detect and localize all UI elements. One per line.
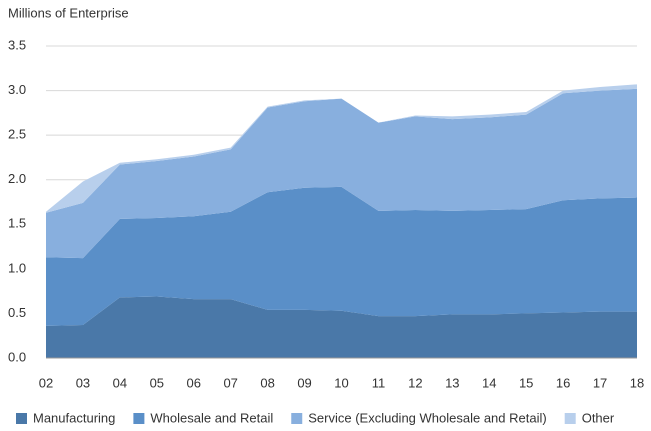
chart-title: Millions of Enterprise <box>8 5 129 20</box>
x-tick-label: 06 <box>187 375 201 390</box>
x-tick-label: 11 <box>372 375 386 390</box>
y-tick-label: 2.0 <box>8 171 26 186</box>
x-tick-label: 12 <box>408 375 422 390</box>
x-tick-label: 14 <box>482 375 496 390</box>
x-tick-label: 17 <box>593 375 607 390</box>
x-tick-label: 13 <box>445 375 459 390</box>
y-tick-label: 0.0 <box>8 349 26 364</box>
x-tick-label: 15 <box>519 375 533 390</box>
y-tick-label: 0.5 <box>8 305 26 320</box>
y-tick-label: 2.5 <box>8 127 26 142</box>
y-tick-label: 1.5 <box>8 216 26 231</box>
x-tick-label: 03 <box>76 375 90 390</box>
legend-label: Service (Excluding Wholesale and Retail) <box>308 410 546 425</box>
legend-swatch <box>291 413 303 424</box>
area <box>46 88 637 259</box>
legend-swatch <box>564 413 576 424</box>
x-tick-label: 02 <box>39 375 53 390</box>
legend-label: Manufacturing <box>33 410 115 425</box>
legend-label: Other <box>582 410 615 425</box>
legend-swatch <box>133 413 145 424</box>
x-tick-label: 05 <box>150 375 164 390</box>
legend-label: Wholesale and Retail <box>150 410 273 425</box>
x-tick-label: 10 <box>334 375 348 390</box>
y-tick-label: 1.0 <box>8 260 26 275</box>
area <box>46 296 637 358</box>
area <box>46 186 637 326</box>
legend-swatch <box>16 413 27 424</box>
x-tick-label: 18 <box>630 375 644 390</box>
x-tick-label: 16 <box>556 375 570 390</box>
x-tick-label: 09 <box>297 375 311 390</box>
x-tick-label: 04 <box>113 375 127 390</box>
x-tick-label: 08 <box>260 375 274 390</box>
y-tick-label: 3.5 <box>8 37 26 52</box>
x-tick-label: 07 <box>223 375 237 390</box>
y-tick-label: 3.0 <box>8 82 26 97</box>
area <box>46 84 637 213</box>
